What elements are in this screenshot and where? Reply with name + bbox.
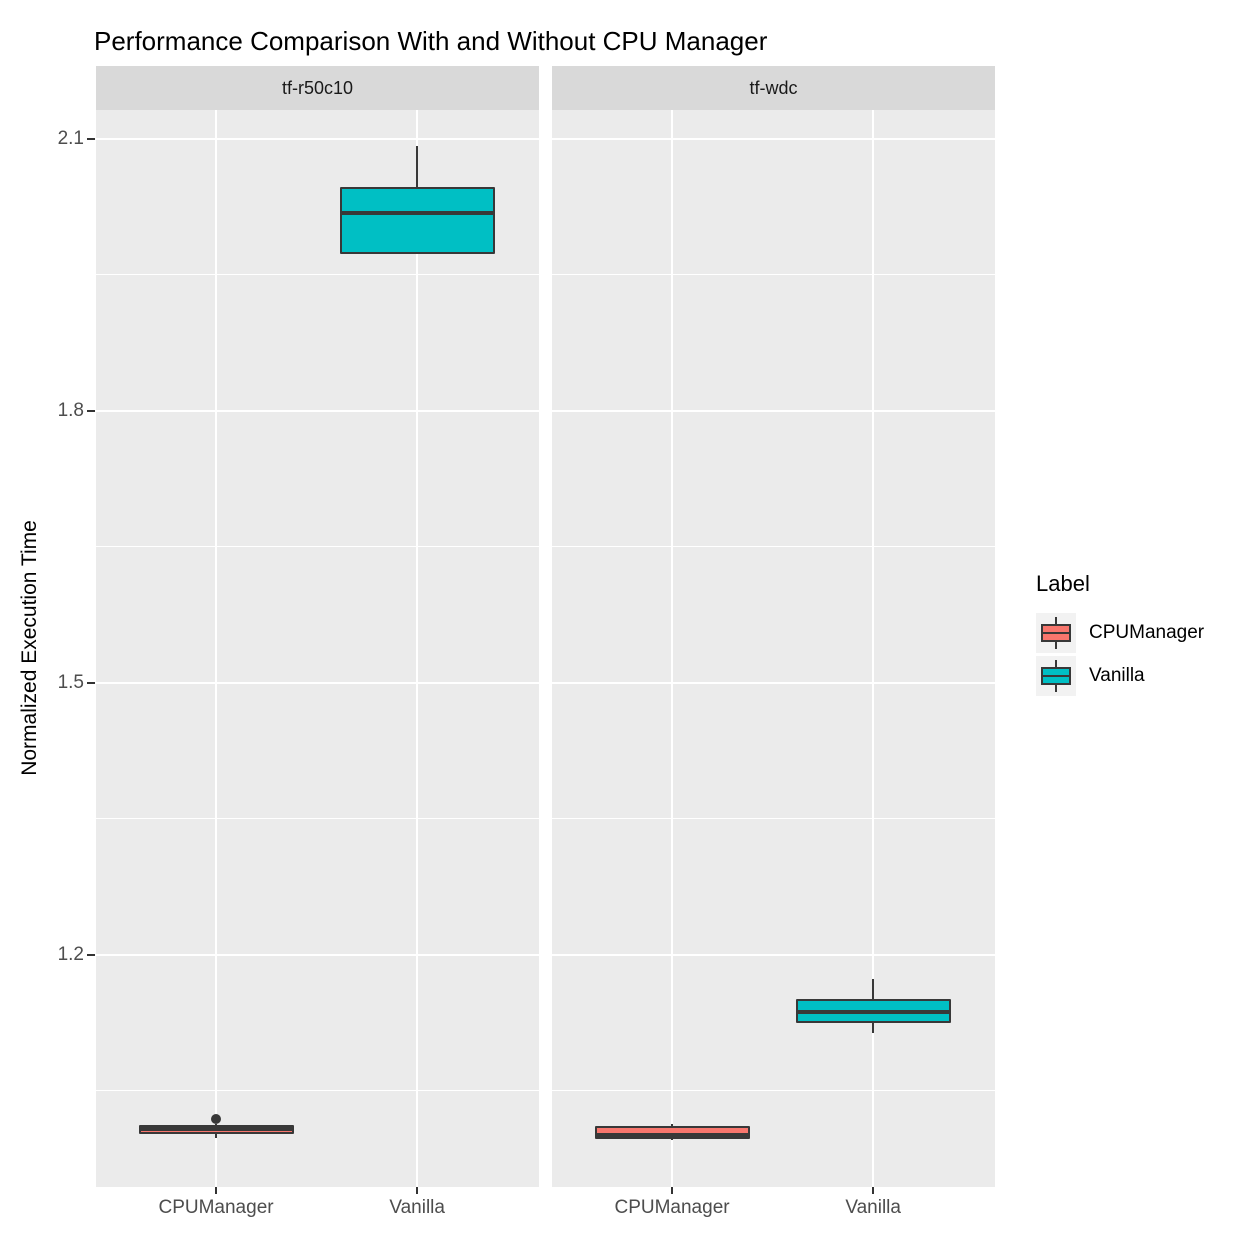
facet-panel-tf-wdc	[552, 110, 995, 1187]
legend-label-cpumanager: CPUManager	[1089, 622, 1205, 643]
gridline-major	[96, 953, 539, 956]
legend-item-vanilla: Vanilla	[1036, 656, 1236, 696]
gridline-major	[552, 138, 995, 140]
y-tick-label: 1.8	[57, 399, 84, 421]
x-tick-mark	[671, 1187, 674, 1194]
gridline-major	[96, 138, 539, 140]
key-median	[1041, 675, 1071, 677]
y-axis-title: Normalized Execution Time	[18, 520, 41, 776]
gridline-vertical	[671, 110, 674, 1187]
y-tick-mark	[87, 409, 95, 412]
facet-panel-tf-r50c10	[96, 110, 539, 1187]
box-tf-r50c10-vanilla	[339, 187, 495, 255]
gridline-minor	[96, 1090, 539, 1092]
x-tick-label-cpumanager: CPUManager	[158, 1197, 274, 1218]
legend-label-vanilla: Vanilla	[1089, 665, 1145, 686]
legend: Label CPUManager Vanilla	[1036, 571, 1236, 699]
lower-whisker-tf-r50c10-cpumanager	[215, 1133, 218, 1139]
x-tick-mark	[215, 1187, 218, 1194]
y-tick-mark	[87, 138, 95, 140]
gridline-vertical	[872, 110, 875, 1187]
facet-strip-tf-wdc: tf-wdc	[552, 66, 995, 110]
median-tf-r50c10-cpumanager	[140, 1127, 292, 1132]
x-tick-label-vanilla: Vanilla	[389, 1197, 445, 1218]
gridline-minor	[552, 274, 995, 276]
median-tf-r50c10-vanilla	[341, 211, 493, 216]
x-tick-mark	[872, 1187, 875, 1194]
lower-whisker-tf-wdc-vanilla	[872, 1022, 875, 1033]
gridline-major	[552, 681, 995, 684]
legend-title: Label	[1036, 571, 1090, 596]
x-tick-label-vanilla: Vanilla	[845, 1197, 901, 1218]
chart-title: Performance Comparison With and Without …	[94, 26, 768, 56]
y-tick-mark	[87, 953, 95, 956]
gridline-minor	[96, 818, 539, 820]
outlier-point-tf-r50c10-cpumanager	[211, 1114, 222, 1124]
lower-whisker-tf-wdc-cpumanager	[671, 1138, 674, 1140]
gridline-major	[96, 681, 539, 684]
gridline-vertical	[215, 110, 218, 1187]
upper-whisker-tf-r50c10-cpumanager	[215, 1124, 218, 1126]
gridline-major	[552, 409, 995, 412]
gridline-minor	[96, 546, 539, 548]
boxplot-key-cpumanager-icon	[1036, 613, 1076, 653]
upper-whisker-tf-r50c10-vanilla	[416, 146, 419, 188]
gridline-major	[552, 953, 995, 956]
legend-item-cpumanager: CPUManager	[1036, 613, 1236, 653]
y-tick-label: 1.5	[57, 671, 84, 693]
y-tick-mark	[87, 681, 95, 684]
median-tf-wdc-vanilla	[797, 1010, 949, 1015]
gridline-minor	[552, 1090, 995, 1092]
x-tick-label-cpumanager: CPUManager	[614, 1197, 730, 1218]
upper-whisker-tf-wdc-cpumanager	[671, 1124, 674, 1127]
y-tick-label: 1.2	[57, 943, 84, 965]
gridline-vertical	[416, 110, 419, 1187]
facet-strip-tf-r50c10: tf-r50c10	[96, 66, 539, 110]
gridline-minor	[96, 274, 539, 276]
boxplot-key-vanilla-icon	[1036, 656, 1076, 696]
gridline-minor	[552, 818, 995, 820]
gridline-major	[96, 409, 539, 412]
y-tick-label: 2.1	[57, 128, 84, 149]
key-median	[1041, 632, 1071, 634]
upper-whisker-tf-wdc-vanilla	[872, 979, 875, 1000]
gridline-minor	[552, 546, 995, 548]
median-tf-wdc-cpumanager	[596, 1132, 748, 1137]
x-tick-mark	[416, 1187, 419, 1194]
